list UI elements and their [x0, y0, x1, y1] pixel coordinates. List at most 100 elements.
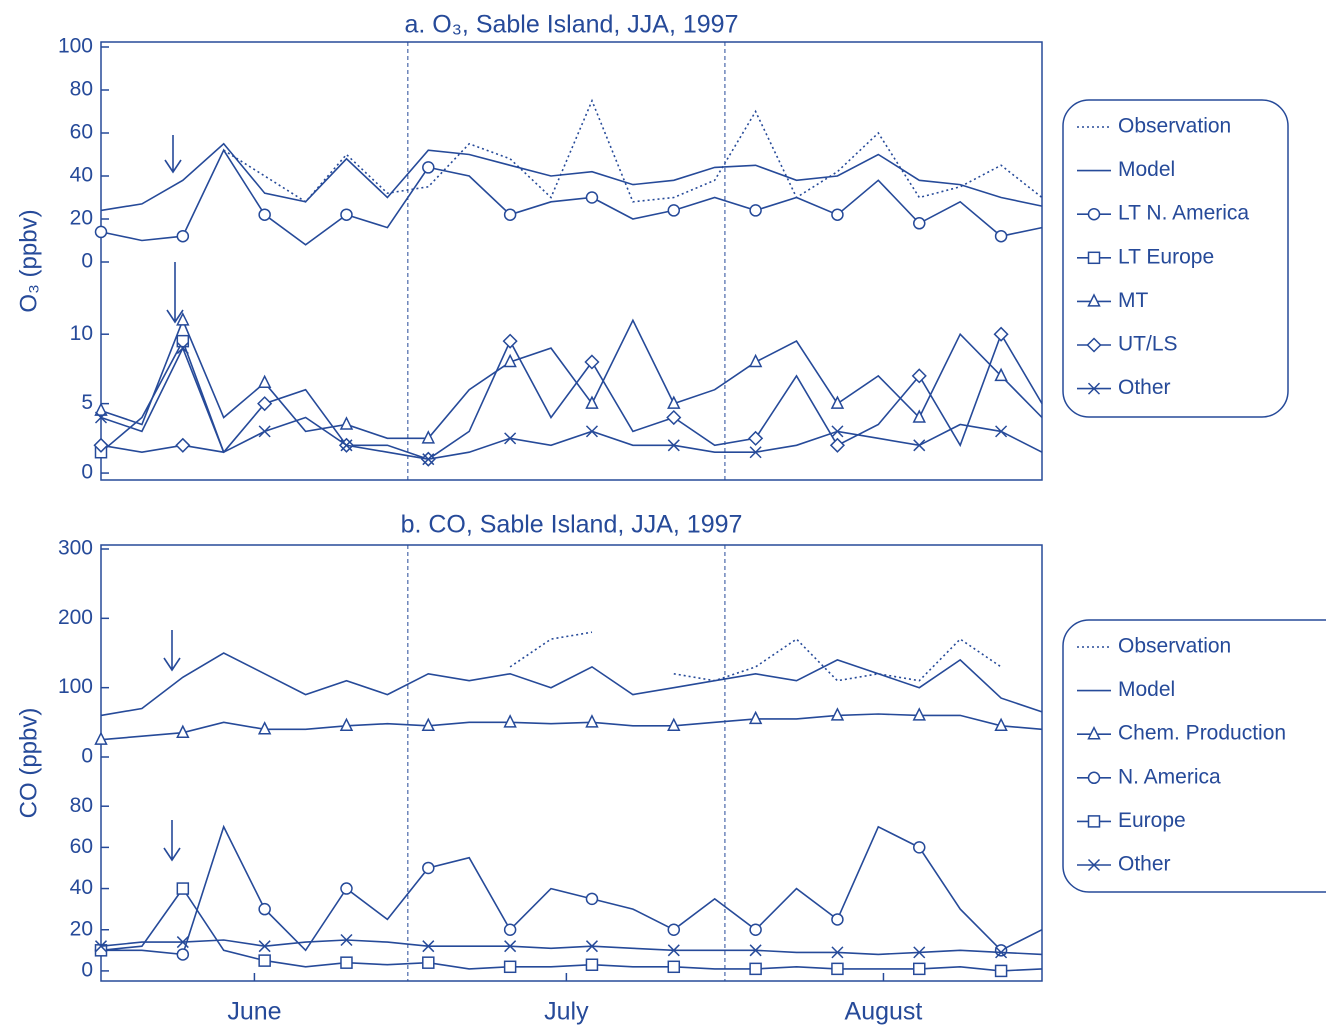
- marker: [585, 940, 598, 953]
- legend-label: Other: [1118, 376, 1171, 399]
- marker: [749, 204, 762, 217]
- legend-label: Model: [1118, 158, 1175, 181]
- marker: [912, 409, 926, 423]
- y-tick-label: 10: [70, 322, 93, 345]
- marker: [258, 940, 271, 953]
- x-tick-label: July: [544, 998, 589, 1026]
- y-tick-label: 60: [70, 835, 93, 858]
- marker: [667, 717, 681, 732]
- x-tick-label: August: [845, 998, 923, 1026]
- marker: [667, 944, 680, 957]
- marker: [913, 946, 926, 959]
- marker: [176, 312, 190, 326]
- marker: [94, 940, 108, 953]
- marker: [667, 923, 681, 936]
- marker: [94, 944, 108, 957]
- marker: [339, 717, 354, 732]
- marker: [94, 225, 108, 239]
- series-line: [223, 98, 1043, 203]
- marker: [176, 229, 190, 243]
- marker: [831, 962, 844, 976]
- series-line: [100, 142, 1043, 212]
- marker: [421, 717, 436, 732]
- legend-marker: [1086, 337, 1102, 353]
- y-tick-label: 20: [70, 207, 93, 230]
- legend-marker: [1087, 293, 1101, 307]
- marker: [176, 936, 189, 949]
- y-tick-label: 0: [81, 958, 93, 981]
- marker: [504, 940, 517, 953]
- y-tick-label: 40: [70, 164, 93, 187]
- marker: [748, 353, 763, 368]
- legend-marker: [1087, 382, 1101, 395]
- marker: [94, 402, 108, 416]
- chart-title: a. O₃, Sable Island, JJA, 1997: [405, 11, 739, 39]
- marker: [831, 208, 844, 221]
- marker: [667, 204, 681, 217]
- marker: [339, 416, 354, 430]
- series-line: [100, 346, 1043, 461]
- marker: [666, 409, 682, 426]
- x-tick-label: June: [227, 998, 281, 1026]
- marker: [749, 446, 762, 459]
- series-line: [100, 148, 1043, 246]
- marker: [504, 432, 517, 445]
- marker: [830, 395, 845, 409]
- series-line: [100, 713, 1043, 741]
- marker: [912, 707, 926, 721]
- legend-label: LT N. America: [1118, 202, 1249, 225]
- series-line: [100, 332, 1043, 461]
- y-tick-label: 60: [70, 121, 93, 144]
- marker: [748, 430, 764, 446]
- marker: [503, 960, 517, 974]
- marker: [911, 368, 927, 384]
- marker: [913, 962, 926, 976]
- y-tick-label: 0: [81, 745, 93, 768]
- legend-label: Observation: [1118, 115, 1231, 138]
- marker: [585, 395, 599, 409]
- marker: [502, 333, 518, 349]
- marker: [175, 437, 191, 453]
- marker: [422, 940, 435, 953]
- marker: [176, 882, 190, 895]
- marker: [748, 710, 763, 725]
- legend-marker: [1087, 207, 1101, 221]
- marker: [995, 425, 1008, 438]
- y-tick-label: 100: [58, 675, 93, 698]
- marker: [585, 714, 599, 728]
- marker: [258, 954, 271, 967]
- marker: [94, 411, 108, 424]
- marker: [585, 892, 599, 906]
- marker: [503, 923, 517, 936]
- marker: [994, 964, 1008, 978]
- legend-box: [1062, 99, 1289, 418]
- marker: [257, 374, 272, 389]
- arrow: [164, 135, 182, 174]
- marker: [585, 191, 599, 204]
- marker: [176, 948, 190, 961]
- marker: [340, 956, 353, 969]
- marker: [667, 960, 681, 974]
- legend-box: [1062, 619, 1326, 893]
- marker: [749, 923, 762, 936]
- arrow: [163, 630, 181, 672]
- legend-marker: [1087, 251, 1101, 265]
- arrow: [166, 262, 184, 324]
- marker: [585, 958, 599, 971]
- marker: [913, 217, 926, 230]
- legend-label: Chem. Production: [1118, 722, 1286, 745]
- series-line: [101, 824, 1043, 956]
- marker: [667, 395, 681, 409]
- marker: [831, 425, 844, 438]
- marker: [993, 326, 1009, 342]
- legend-marker: [1087, 771, 1101, 785]
- marker: [258, 425, 271, 438]
- legend-marker: [1087, 726, 1101, 740]
- y-tick-label: 100: [58, 35, 93, 58]
- marker: [503, 353, 517, 368]
- marker: [831, 913, 844, 926]
- legend-label: MT: [1118, 289, 1148, 312]
- series-line: [100, 652, 1043, 717]
- marker: [258, 902, 271, 916]
